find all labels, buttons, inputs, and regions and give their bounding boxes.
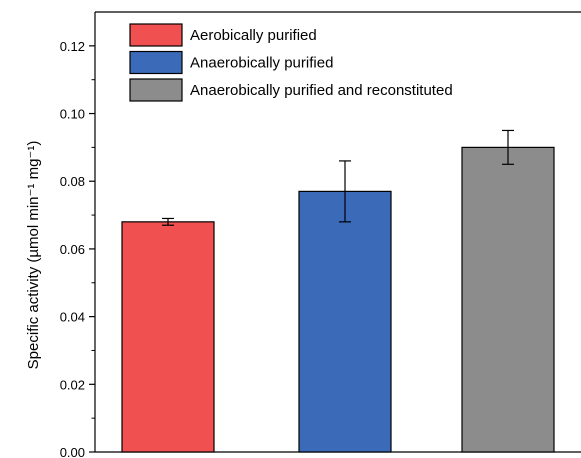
legend-label: Anaerobically purified and reconstituted — [190, 82, 453, 99]
legend-label: Aerobically purified — [190, 27, 317, 44]
legend: Aerobically purified Anaerobically purifi… — [129, 23, 453, 102]
bars — [121, 146, 555, 453]
error-bars — [162, 129, 514, 226]
legend-swatch — [129, 78, 183, 102]
y-axis-label: Specific activity (µmol min⁻¹ mg⁻¹) — [25, 141, 42, 370]
y-tick-label: 0.02 — [60, 377, 85, 392]
y-axis: 0.00 0.02 0.04 0.06 0.08 0.10 0.12 — [60, 39, 95, 458]
bar — [461, 146, 555, 453]
legend-label: Anaerobically purified — [190, 55, 333, 72]
y-tick-label: 0.10 — [60, 107, 85, 122]
y-tick-label: 0.08 — [60, 174, 85, 189]
legend-swatch — [129, 50, 183, 75]
y-tick-label: 0.04 — [60, 310, 85, 325]
bar — [121, 221, 215, 453]
legend-swatch — [129, 23, 183, 47]
y-tick-label: 0.00 — [60, 445, 85, 458]
y-tick-label: 0.12 — [60, 39, 85, 54]
y-tick-label: 0.06 — [60, 242, 85, 257]
bar — [298, 190, 392, 453]
